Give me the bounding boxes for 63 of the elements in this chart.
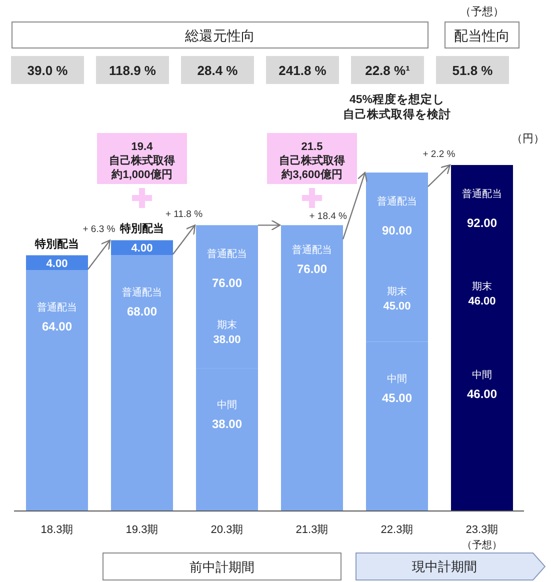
text: 中間 [472, 370, 492, 381]
x-tick-label: 20.3期 [210, 524, 244, 536]
text: 28.4 % [197, 63, 238, 78]
total-label: 76.00 [212, 276, 242, 290]
text: 期末 [472, 282, 492, 293]
text: 51.8 % [452, 63, 494, 78]
text: 普通配当 [207, 249, 247, 260]
annotation: 約1,000億円 [110, 168, 172, 181]
total-label: 92.00 [466, 216, 498, 230]
bar [111, 255, 173, 511]
annotation: 約3,600億円 [280, 168, 342, 181]
annotation: + 18.4 % [309, 211, 348, 222]
data-label: 46.00 [466, 387, 498, 401]
series-label: 普通配当 [37, 301, 77, 314]
data-label: 4.00 [131, 242, 153, 255]
x-tick-label: 23.3期 [466, 524, 498, 536]
total-label: 90.00 [382, 224, 412, 238]
bar [26, 270, 88, 511]
series-label: 期末 [217, 319, 237, 332]
text: 19.4 [131, 141, 154, 153]
text: 21.5 [301, 141, 323, 153]
text: + 2.2 % [422, 149, 456, 160]
data-label: 45.00 [382, 390, 412, 405]
x-tick-label: 19.3期 [126, 524, 158, 536]
text: （予想） [462, 539, 502, 551]
series-label: 中間 [217, 399, 237, 412]
text: 総還元性向 [184, 27, 255, 44]
text: 普通配当 [377, 196, 417, 208]
x-tick-label: 22.3期 [380, 524, 414, 536]
bar [281, 225, 343, 511]
data-label: 38.00 [212, 417, 242, 432]
text: 118.9 % [109, 63, 156, 78]
text: 期末 [387, 286, 407, 298]
data-label: 38.00 [213, 334, 241, 346]
data-label: 68.00 [126, 304, 158, 318]
annotation: + 11.8 % [165, 209, 204, 220]
text: 普通配当 [462, 189, 502, 200]
series-label: 特別配当 [34, 237, 79, 250]
annotation: 自己株式取得 [279, 154, 345, 167]
x-tick-label: 21.3期 [296, 524, 328, 536]
data-label: 4.00 [46, 258, 68, 270]
bar [111, 240, 173, 256]
text: 配当性向 [454, 27, 510, 44]
text: 中間 [387, 374, 407, 385]
text: 39.0 % [27, 63, 68, 78]
text: 自己株式取得を検討 [343, 107, 451, 121]
text: 前中計期間 [190, 559, 254, 574]
text: （予想） [460, 5, 504, 18]
text: 特別配当 [120, 223, 164, 236]
text: 241.8 % [278, 63, 327, 78]
text: 普通配当 [122, 287, 162, 298]
data-label: 64.00 [42, 319, 72, 334]
annotation: + 6.3 % [82, 224, 116, 236]
text: 45%程度を想定し [349, 92, 445, 106]
x-tick-label: 18.3期 [40, 524, 74, 536]
text: 普通配当 [292, 245, 332, 256]
annotation: 自己株式取得 [109, 154, 175, 167]
text: 22.8 %¹ [365, 63, 410, 78]
y-axis-title: （円） [512, 133, 544, 145]
data-label: 46.00 [468, 296, 496, 308]
data-label: 45.00 [383, 300, 411, 312]
text: 現中計期間 [412, 559, 477, 574]
data-label: 76.00 [296, 262, 328, 276]
